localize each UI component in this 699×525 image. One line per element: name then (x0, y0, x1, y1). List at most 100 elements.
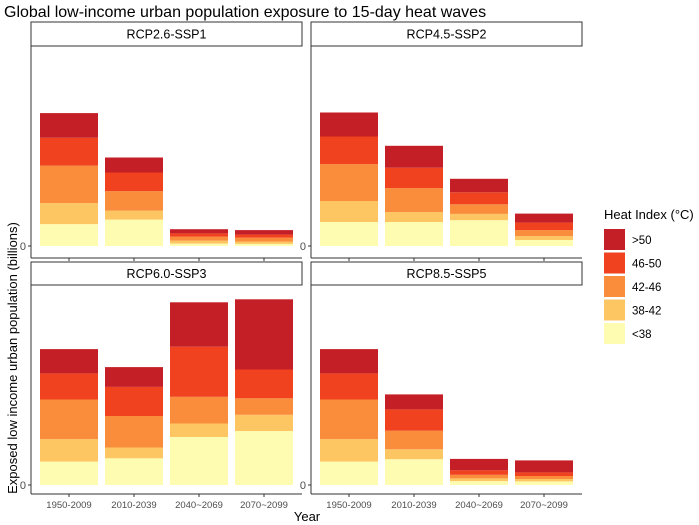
bar-rcp4-5-ssp2-1950-2009-gt50 (320, 112, 378, 137)
bar-rcp6-0-ssp3-2070-2099-46-50 (235, 369, 293, 399)
y-tick-label: 0 (300, 480, 306, 492)
bar-rcp4-5-ssp2-1950-2009-38-42 (320, 201, 378, 222)
bar-rcp4-5-ssp2-2040-2069-46-50 (450, 192, 508, 205)
bar-rcp4-5-ssp2-2010-2039-gt50 (385, 145, 443, 168)
bar-rcp8-5-ssp5-1950-2009-38-42 (320, 439, 378, 462)
bar-rcp6-0-ssp3-2010-2039-lt38 (105, 458, 163, 485)
bar-rcp4-5-ssp2-1950-2009-42-46 (320, 164, 378, 201)
bar-rcp2-6-ssp1-2070-2099-46-50 (235, 234, 293, 238)
x-tick-label: 2010-2039 (391, 500, 436, 511)
legend-swatch-lt38 (604, 323, 625, 344)
bar-rcp8-5-ssp5-2040-2069-lt38 (450, 481, 508, 485)
x-tick-label: 1950-2009 (46, 500, 91, 511)
bar-rcp6-0-ssp3-2070-2099-gt50 (235, 299, 293, 370)
bar-rcp8-5-ssp5-1950-2009-lt38 (320, 461, 378, 485)
bar-rcp4-5-ssp2-2040-2069-42-46 (450, 204, 508, 214)
x-tick-label: 2010-2039 (111, 500, 156, 511)
bar-rcp2-6-ssp1-1950-2009-gt50 (40, 113, 98, 138)
bar-rcp4-5-ssp2-2070-2099-42-46 (515, 230, 573, 237)
bar-rcp6-0-ssp3-1950-2009-42-46 (40, 399, 98, 440)
bar-rcp4-5-ssp2-2040-2069-38-42 (450, 213, 508, 221)
bar-rcp2-6-ssp1-2010-2039-46-50 (105, 172, 163, 192)
bar-rcp4-5-ssp2-2070-2099-46-50 (515, 222, 573, 231)
bar-rcp4-5-ssp2-2070-2099-gt50 (515, 213, 573, 223)
bar-rcp8-5-ssp5-2040-2069-gt50 (450, 458, 508, 471)
bar-rcp2-6-ssp1-2040-2069-gt50 (170, 229, 228, 234)
bar-rcp8-5-ssp5-1950-2009-gt50 (320, 349, 378, 374)
bar-rcp8-5-ssp5-2070-2099-gt50 (515, 460, 573, 473)
bar-rcp6-0-ssp3-2040-2069-38-42 (170, 423, 228, 437)
bar-rcp8-5-ssp5-2010-2039-46-50 (385, 409, 443, 431)
bar-rcp4-5-ssp2-2070-2099-38-42 (515, 236, 573, 240)
bar-rcp8-5-ssp5-1950-2009-42-46 (320, 399, 378, 440)
bar-rcp4-5-ssp2-2010-2039-lt38 (385, 222, 443, 246)
panel-rcp8-5-ssp5: RCP8.5-SSP5 0 1950-2009 2010-2039 2040~2069 2… (300, 261, 583, 511)
panel-rcp6-0-ssp3: RCP6.0-SSP3 0 1950-2009 2010-2039 2040~2069 2… (20, 261, 303, 511)
legend-label: >50 (632, 235, 652, 247)
facet-strip (30, 21, 303, 47)
bar-rcp8-5-ssp5-2070-2099-42-46 (515, 476, 573, 479)
bar-rcp8-5-ssp5-2010-2039-gt50 (385, 394, 443, 410)
bar-rcp6-0-ssp3-1950-2009-46-50 (40, 373, 98, 400)
bar-rcp6-0-ssp3-1950-2009-lt38 (40, 461, 98, 485)
bar-rcp2-6-ssp1-2070-2099-38-42 (235, 241, 293, 244)
bar-rcp8-5-ssp5-2070-2099-46-50 (515, 472, 573, 476)
bar-rcp2-6-ssp1-2070-2099-gt50 (235, 230, 293, 235)
bar-rcp6-0-ssp3-2010-2039-42-46 (105, 416, 163, 448)
x-tick-label: 2070~2099 (520, 500, 568, 511)
legend-title: Heat Index (°C) (604, 207, 694, 222)
bar-rcp8-5-ssp5-2070-2099-38-42 (515, 479, 573, 482)
bar-rcp2-6-ssp1-2010-2039-lt38 (105, 219, 163, 246)
bar-rcp2-6-ssp1-2040-2069-46-50 (170, 233, 228, 237)
bar-rcp4-5-ssp2-2040-2069-gt50 (450, 178, 508, 193)
legend-label: 38-42 (632, 306, 661, 318)
bar-rcp8-5-ssp5-2040-2069-42-46 (450, 474, 508, 479)
bar-rcp6-0-ssp3-2010-2039-38-42 (105, 447, 163, 459)
legend: Heat Index (°C) >50 46-50 42-46 38-42 <38 (604, 207, 694, 344)
bar-rcp4-5-ssp2-1950-2009-lt38 (320, 222, 378, 246)
bar-rcp8-5-ssp5-2070-2099-lt38 (515, 481, 573, 485)
bar-rcp4-5-ssp2-2010-2039-46-50 (385, 167, 443, 189)
panel-rcp4-5-ssp2: RCP4.5-SSP2 0 (300, 21, 583, 261)
facet-strip (310, 21, 583, 47)
bar-rcp4-5-ssp2-2070-2099-lt38 (515, 240, 573, 246)
legend-swatch-42-46 (604, 276, 625, 297)
bar-rcp4-5-ssp2-2010-2039-42-46 (385, 188, 443, 213)
facet-strip (310, 261, 583, 286)
bar-rcp2-6-ssp1-2010-2039-42-46 (105, 191, 163, 211)
panel-rcp2-6-ssp1: RCP2.6-SSP1 0 (20, 21, 303, 261)
facet-panels: RCP2.6-SSP1 0 RCP4.5-SSP2 0 RCP6.0-SSP3 0 1950… (20, 21, 583, 511)
x-tick-label: 1950-2009 (326, 500, 371, 511)
x-tick-label: 2040~2069 (175, 500, 223, 511)
legend-swatch-gt50 (604, 229, 625, 250)
bar-rcp2-6-ssp1-2040-2069-42-46 (170, 236, 228, 241)
bar-rcp8-5-ssp5-2040-2069-46-50 (450, 470, 508, 475)
bar-rcp8-5-ssp5-2040-2069-38-42 (450, 478, 508, 482)
bar-rcp2-6-ssp1-2040-2069-38-42 (170, 240, 228, 244)
bar-rcp4-5-ssp2-2040-2069-lt38 (450, 220, 508, 246)
legend-swatch-38-42 (604, 299, 625, 321)
bar-rcp8-5-ssp5-2010-2039-lt38 (385, 459, 443, 485)
bar-rcp8-5-ssp5-1950-2009-46-50 (320, 373, 378, 400)
facet-strip-label: RCP4.5-SSP2 (407, 28, 487, 42)
y-tick-label: 0 (20, 241, 26, 253)
x-tick-label: 2040~2069 (455, 500, 503, 511)
bar-rcp6-0-ssp3-1950-2009-38-42 (40, 439, 98, 462)
bar-rcp6-0-ssp3-2070-2099-38-42 (235, 414, 293, 431)
bar-rcp6-0-ssp3-1950-2009-gt50 (40, 349, 98, 374)
bar-rcp2-6-ssp1-1950-2009-lt38 (40, 224, 98, 246)
bar-rcp6-0-ssp3-2040-2069-lt38 (170, 437, 228, 485)
bar-rcp8-5-ssp5-2010-2039-42-46 (385, 430, 443, 450)
bar-rcp6-0-ssp3-2010-2039-46-50 (105, 386, 163, 416)
bar-rcp2-6-ssp1-2010-2039-gt50 (105, 157, 163, 173)
bar-rcp2-6-ssp1-1950-2009-38-42 (40, 203, 98, 225)
x-tick-label: 2070~2099 (240, 500, 288, 511)
facet-strip-label: RCP8.5-SSP5 (407, 267, 487, 281)
bar-rcp6-0-ssp3-2040-2069-42-46 (170, 396, 228, 424)
bar-rcp4-5-ssp2-1950-2009-46-50 (320, 136, 378, 165)
y-axis-label: Exposed low income urban population (bil… (5, 222, 20, 494)
bar-rcp2-6-ssp1-2070-2099-42-46 (235, 237, 293, 242)
bar-rcp6-0-ssp3-2010-2039-gt50 (105, 367, 163, 387)
bar-rcp2-6-ssp1-1950-2009-46-50 (40, 137, 98, 166)
